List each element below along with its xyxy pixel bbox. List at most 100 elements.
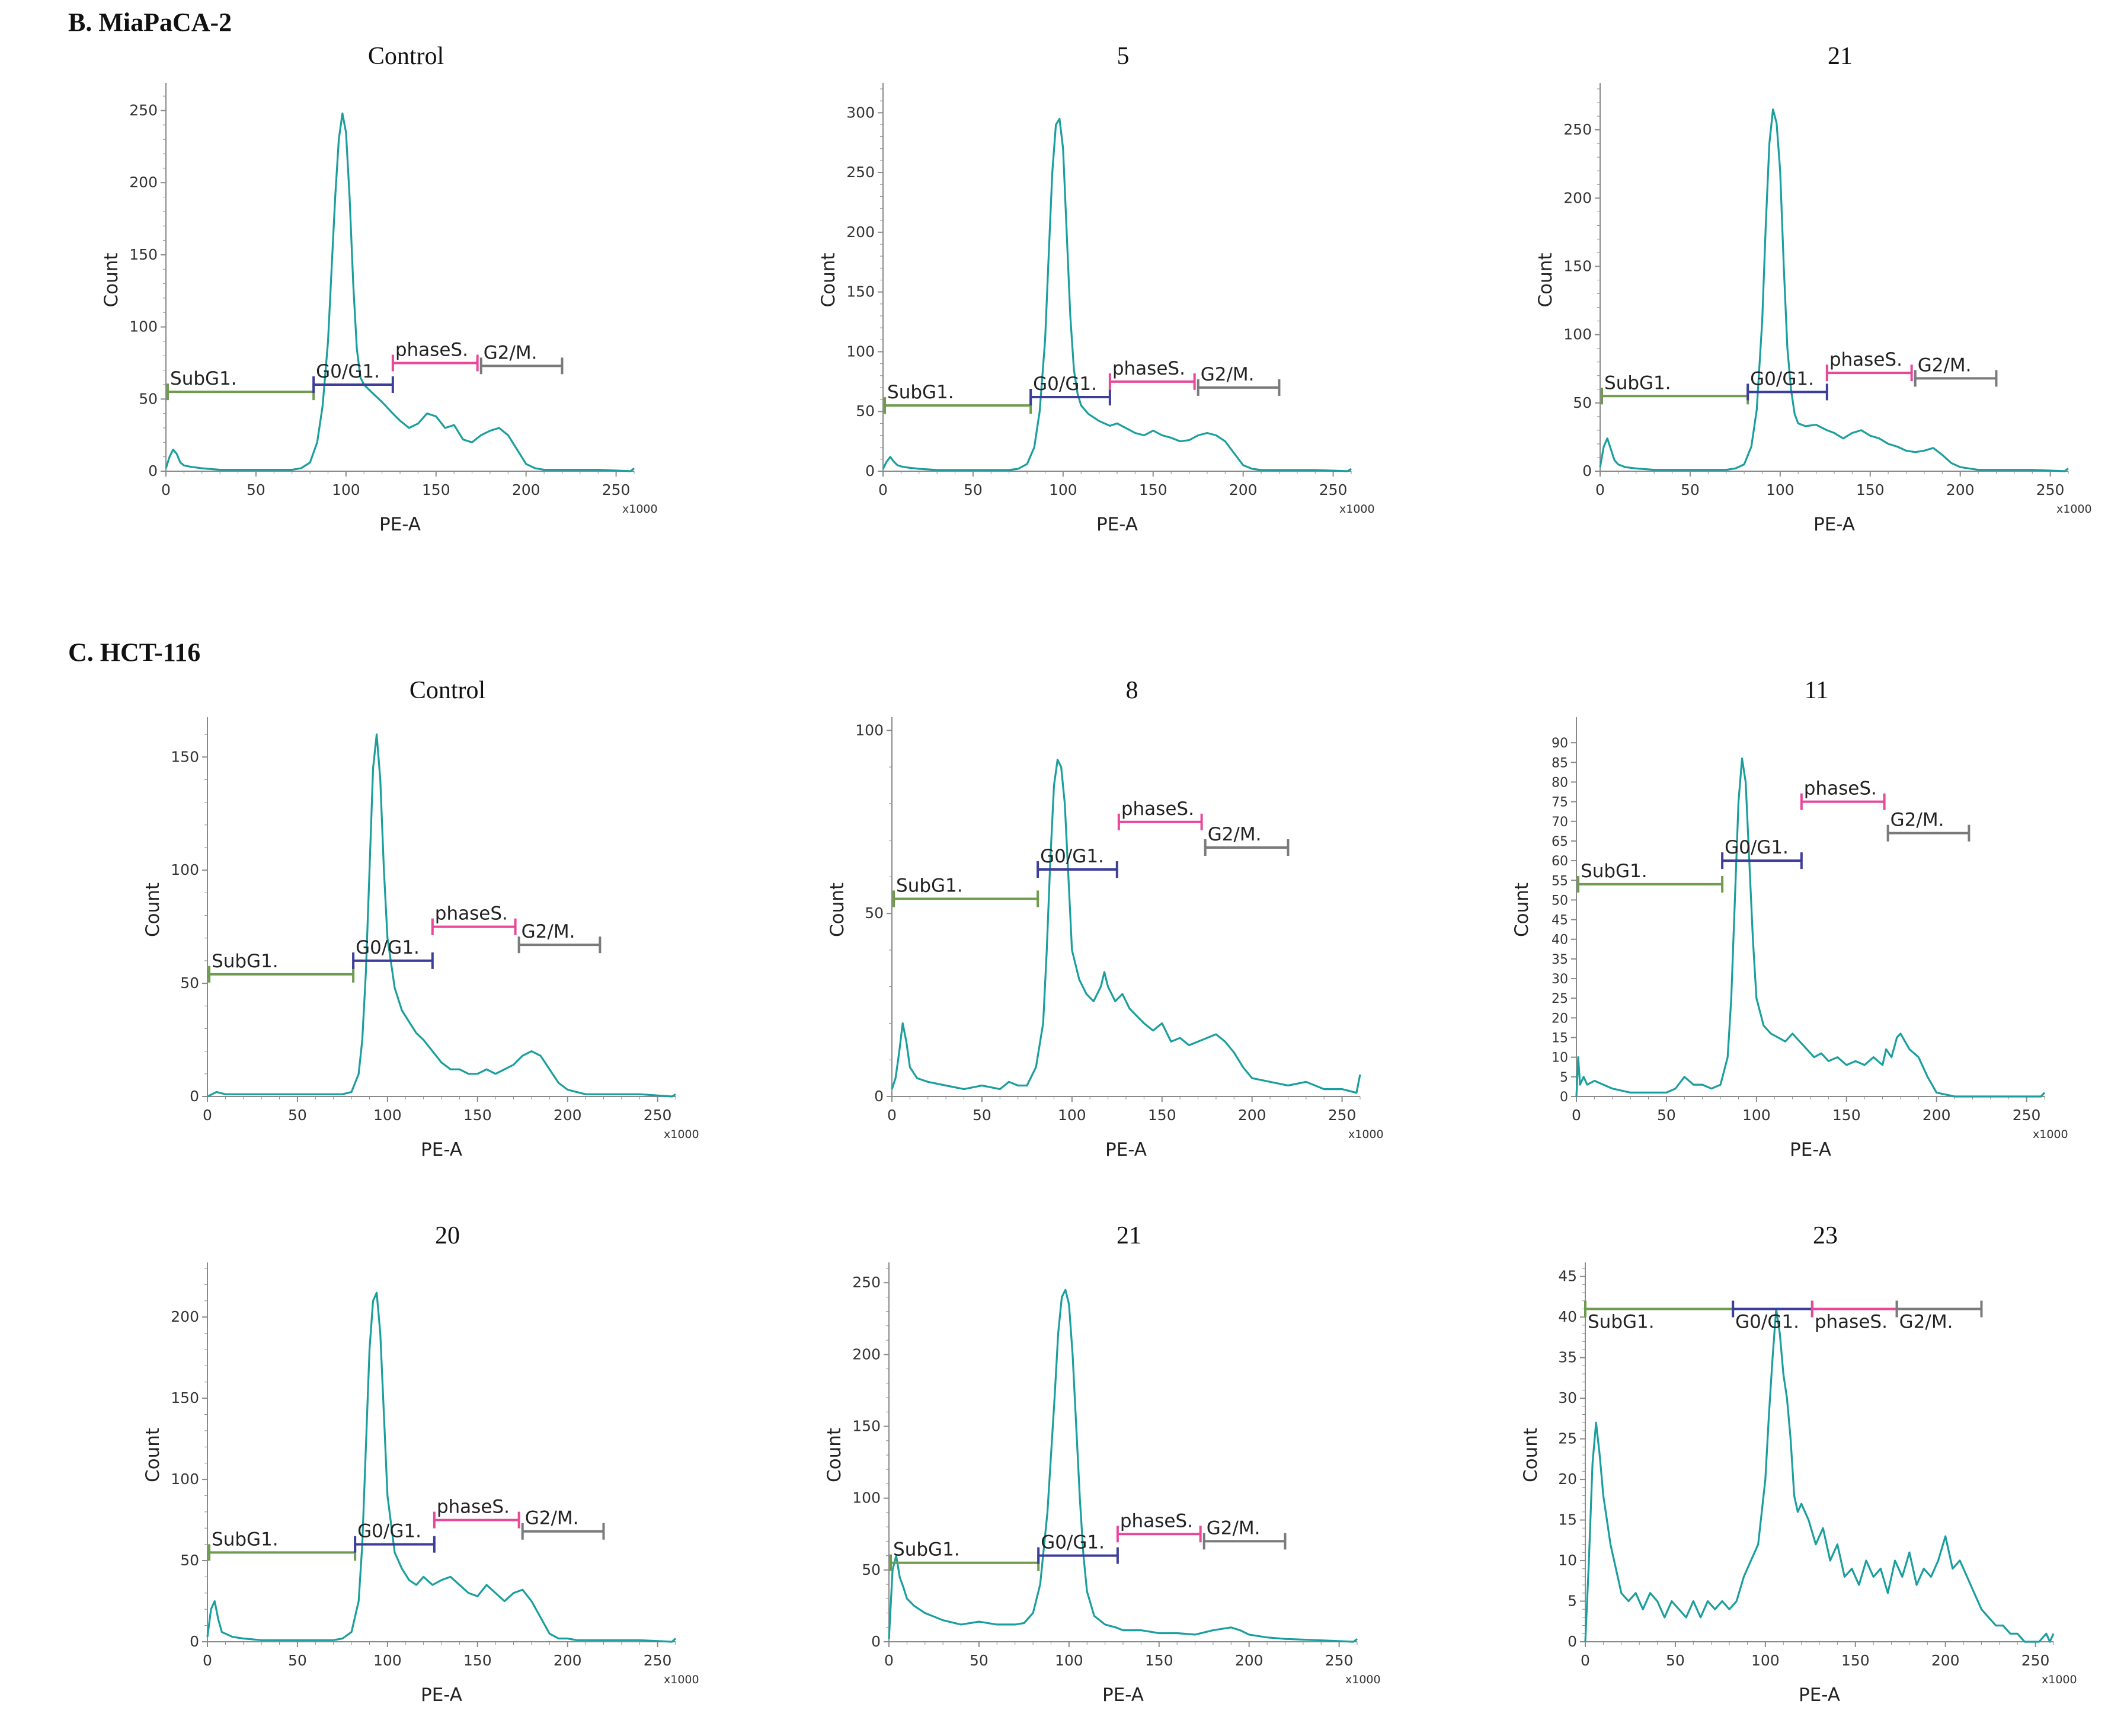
gate-g2m: G2/M.	[521, 1508, 605, 1540]
x-tick-label: 100	[373, 1107, 402, 1124]
y-tick-label: 200	[171, 1308, 199, 1325]
y-tick-label: 300	[846, 104, 875, 121]
chart-title: 11	[1805, 677, 1828, 704]
gate-label: phaseS.	[1121, 798, 1194, 820]
y-tick-label: 5	[1568, 1593, 1577, 1610]
x-tick-label: 100	[1058, 1107, 1086, 1124]
gate-label: phaseS.	[1829, 349, 1902, 370]
x-tick-label: 50	[1657, 1107, 1676, 1124]
y-tick-label: 200	[846, 223, 875, 241]
y-tick-label: 100	[171, 861, 199, 878]
x-axis-label: PE-A	[379, 514, 421, 535]
gate-label: phaseS.	[1120, 1510, 1193, 1532]
gate-subg1: SubG1.	[893, 875, 1039, 907]
x-tick-label: 100	[1751, 1652, 1780, 1669]
histogram-line	[165, 112, 635, 472]
x-tick-label: 200	[1235, 1652, 1263, 1669]
y-tick-label: 20	[1552, 1011, 1568, 1026]
histogram-c-8: 8 0 50 100 0 50 100 150 200 250 PE-A x1000 Count SubG…	[827, 677, 1384, 1160]
x-axis-label: PE-A	[1790, 1139, 1831, 1160]
y-tick-label: 10	[1558, 1552, 1577, 1569]
gate-subg1: SubG1.	[167, 368, 315, 401]
y-tick-label: 100	[129, 318, 158, 335]
y-tick-label: 150	[171, 748, 199, 765]
gate-g0g1: G0/G1.	[354, 1521, 436, 1553]
gate-g2m: G2/M.	[1886, 810, 1971, 842]
histogram-c-control: Control 0 50 100 150 0 50 100 150 200 250 PE-A x1000…	[142, 677, 699, 1160]
y-tick-label: 30	[1558, 1389, 1577, 1406]
y-tick-label: 35	[1558, 1349, 1577, 1366]
gate-subg1: SubG1.	[208, 951, 355, 983]
gate-g0g1: G0/G1.	[1746, 368, 1828, 401]
x-unit-label: x1000	[664, 1128, 699, 1141]
gate-subg1: SubG1.	[1601, 372, 1749, 405]
gate-label: G2/M.	[1918, 354, 1972, 376]
y-tick-label: 50	[865, 904, 884, 922]
y-tick-label: 50	[139, 390, 158, 407]
y-tick-label: 75	[1552, 795, 1568, 810]
x-unit-label: x1000	[1339, 503, 1375, 516]
x-tick-label: 0	[887, 1107, 897, 1124]
gate-g2m: G2/M.	[1895, 1300, 1983, 1332]
x-tick-label: 250	[1319, 481, 1348, 498]
gate-label: G0/G1.	[1725, 837, 1789, 858]
gate-label: G2/M.	[1891, 810, 1944, 831]
x-tick-label: 250	[2021, 1652, 2050, 1669]
gate-label: phaseS.	[1804, 778, 1877, 800]
y-tick-label: 55	[1552, 874, 1568, 888]
y-tick-label: 100	[846, 343, 875, 360]
gate-g0g1: G0/G1.	[1037, 846, 1118, 878]
chart-title: 20	[435, 1222, 460, 1249]
y-tick-label: 150	[1563, 257, 1592, 274]
chart-title: Control	[368, 43, 444, 70]
x-tick-label: 0	[1595, 481, 1605, 498]
x-unit-label: x1000	[622, 503, 658, 516]
x-unit-label: x1000	[664, 1673, 699, 1686]
x-tick-label: 150	[1841, 1652, 1870, 1669]
y-tick-label: 0	[190, 1633, 199, 1650]
gate-phases: phaseS.	[1825, 349, 1913, 382]
x-tick-label: 50	[1666, 1652, 1685, 1669]
gate-label: G2/M.	[522, 921, 575, 942]
y-tick-label: 0	[1560, 1090, 1568, 1105]
gate-label: SubG1.	[887, 382, 954, 403]
histogram-c-11: 11 0 5 10 15 20 25 30 35 40 45 50 55 60 65 70 75 80 85 90 0 5…	[1511, 677, 2068, 1160]
y-tick-label: 30	[1552, 972, 1568, 987]
gate-g2m: G2/M.	[479, 342, 564, 375]
y-tick-label: 15	[1552, 1031, 1568, 1046]
y-tick-label: 250	[1563, 121, 1592, 138]
gate-label: SubG1.	[1588, 1311, 1655, 1332]
x-axis-label: PE-A	[1096, 514, 1138, 535]
histogram-c-21: 21 0 50 100 150 200 250 0 50 100 150 200 250 PE-A x100…	[824, 1222, 1381, 1706]
y-axis-label: Count	[818, 252, 839, 307]
x-tick-label: 0	[203, 1107, 212, 1124]
x-axis-label: PE-A	[421, 1139, 462, 1160]
y-tick-label: 90	[1552, 736, 1568, 751]
histogram-line	[206, 1291, 677, 1643]
y-tick-label: 25	[1558, 1430, 1577, 1447]
gate-g2m: G2/M.	[517, 921, 602, 954]
x-tick-label: 250	[644, 1652, 672, 1669]
x-tick-label: 0	[203, 1652, 212, 1669]
x-tick-label: 0	[1581, 1652, 1590, 1669]
gate-g2m: G2/M.	[1197, 364, 1281, 396]
y-axis-label: Count	[101, 252, 122, 307]
y-tick-label: 45	[1552, 913, 1568, 928]
gate-phases: phaseS.	[1116, 1510, 1202, 1543]
x-tick-label: 100	[332, 481, 360, 498]
gate-label: G0/G1.	[356, 937, 420, 958]
gate-subg1: SubG1.	[884, 382, 1032, 414]
x-tick-label: 250	[1328, 1107, 1357, 1124]
x-tick-label: 200	[1946, 481, 1975, 498]
x-tick-label: 200	[554, 1107, 582, 1124]
gate-label: G2/M.	[1201, 364, 1255, 385]
histogram-line	[888, 1289, 1358, 1643]
y-tick-label: 0	[190, 1088, 199, 1105]
y-tick-label: 0	[871, 1633, 881, 1650]
histogram-line	[882, 117, 1352, 472]
x-tick-label: 150	[1139, 481, 1167, 498]
y-axis-label: Count	[1511, 883, 1533, 937]
gate-phases: phaseS.	[433, 1497, 520, 1529]
